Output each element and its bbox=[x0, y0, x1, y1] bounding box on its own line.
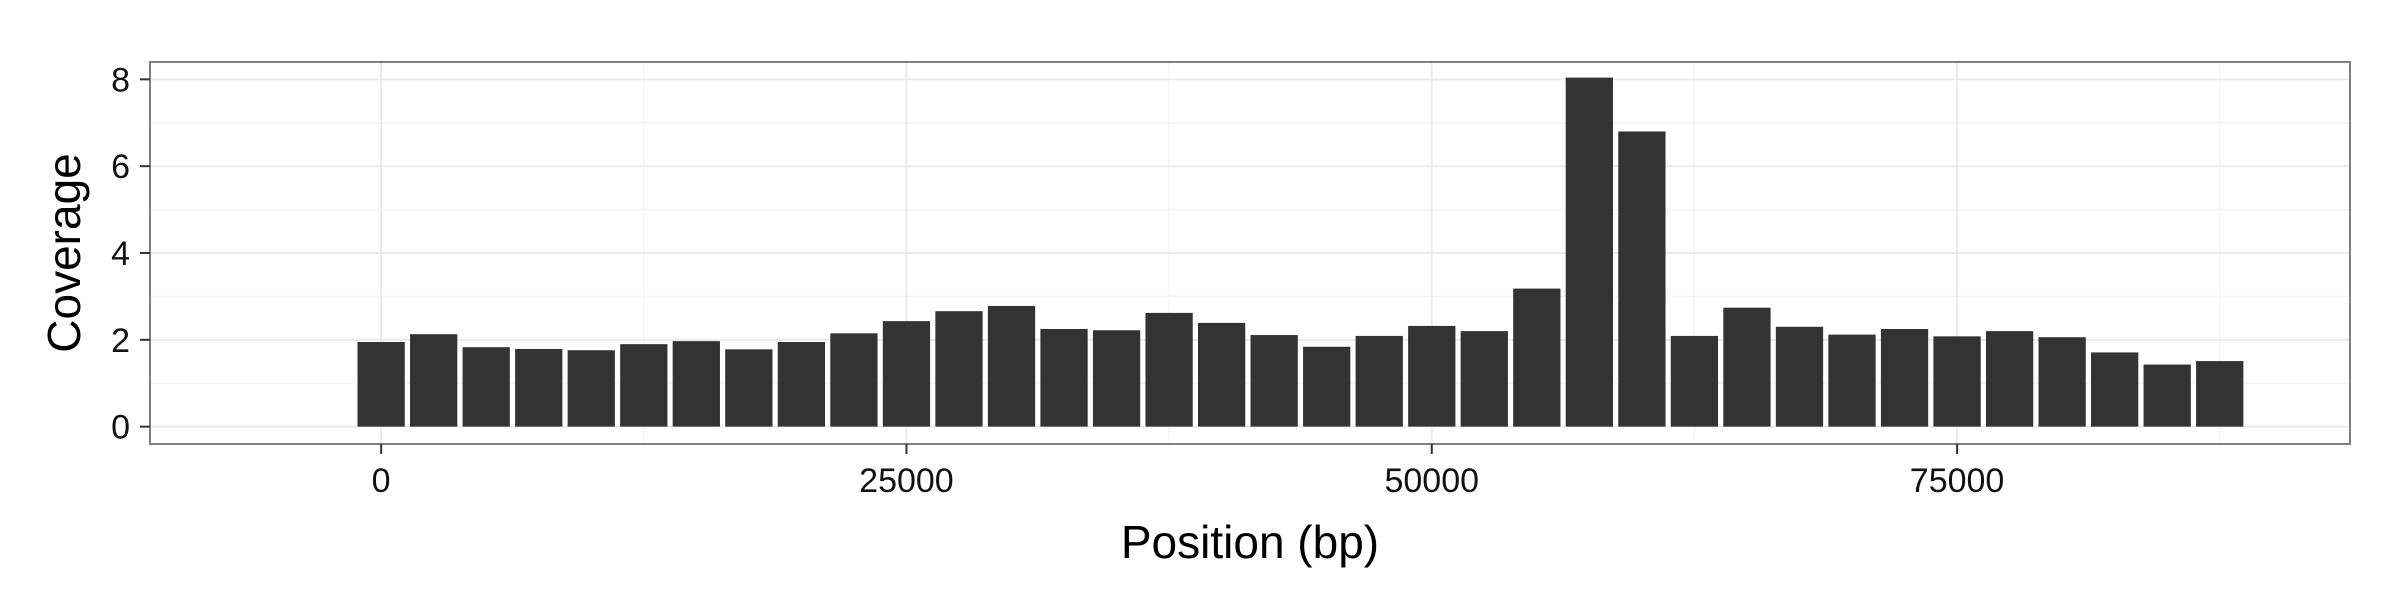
coverage-bar bbox=[672, 341, 720, 427]
y-tick-label: 4 bbox=[111, 235, 130, 273]
coverage-bar bbox=[935, 311, 983, 427]
y-axis-title: Coverage bbox=[38, 153, 90, 352]
coverage-bar bbox=[1618, 131, 1666, 427]
coverage-bar bbox=[2196, 361, 2244, 427]
coverage-bar bbox=[1933, 336, 1981, 427]
coverage-bar bbox=[1880, 328, 1929, 427]
coverage-bar bbox=[1513, 288, 1561, 427]
bars bbox=[357, 77, 2244, 427]
coverage-bar bbox=[1408, 325, 1456, 427]
coverage-bar bbox=[2143, 364, 2191, 427]
coverage-bar bbox=[1460, 331, 1508, 427]
coverage-bar bbox=[2038, 337, 2086, 427]
y-tick-label: 0 bbox=[111, 409, 130, 447]
coverage-bar bbox=[1565, 77, 1613, 427]
coverage-bar bbox=[830, 333, 878, 427]
coverage-bar bbox=[462, 347, 510, 427]
coverage-bar bbox=[1723, 307, 1771, 427]
coverage-bar bbox=[357, 341, 405, 427]
coverage-bar bbox=[2091, 352, 2139, 427]
axes: 0 25000 50000 75000 0 2 4 6 8 bbox=[111, 61, 2004, 500]
y-tick-label: 8 bbox=[111, 61, 130, 99]
x-tick-label: 25000 bbox=[859, 462, 954, 500]
x-tick-label: 75000 bbox=[1910, 462, 2005, 500]
coverage-bar bbox=[1250, 335, 1298, 427]
coverage-bar bbox=[725, 349, 773, 427]
coverage-bar bbox=[1775, 326, 1824, 427]
coverage-bar bbox=[620, 344, 668, 427]
y-tick-label: 6 bbox=[111, 148, 130, 186]
coverage-bar bbox=[1828, 334, 1876, 427]
coverage-bar bbox=[410, 334, 458, 427]
x-tick-label: 50000 bbox=[1384, 462, 1479, 500]
coverage-bar bbox=[1145, 312, 1193, 427]
x-tick-label: 0 bbox=[372, 462, 391, 500]
coverage-bar bbox=[1303, 346, 1351, 427]
coverage-bar bbox=[1985, 331, 2034, 427]
coverage-bar bbox=[1092, 330, 1141, 427]
coverage-bar bbox=[1197, 322, 1246, 427]
y-tick-label: 2 bbox=[111, 322, 130, 360]
coverage-bar bbox=[1670, 335, 1719, 427]
coverage-bar bbox=[987, 305, 1036, 427]
coverage-bar bbox=[1040, 328, 1088, 427]
coverage-bar bbox=[882, 321, 931, 427]
x-axis-title: Position (bp) bbox=[1121, 516, 1379, 568]
coverage-bar bbox=[567, 350, 615, 427]
grid-lines bbox=[150, 62, 2350, 444]
coverage-bar bbox=[1355, 335, 1403, 427]
coverage-bar bbox=[515, 348, 563, 427]
coverage-bar bbox=[777, 341, 826, 427]
